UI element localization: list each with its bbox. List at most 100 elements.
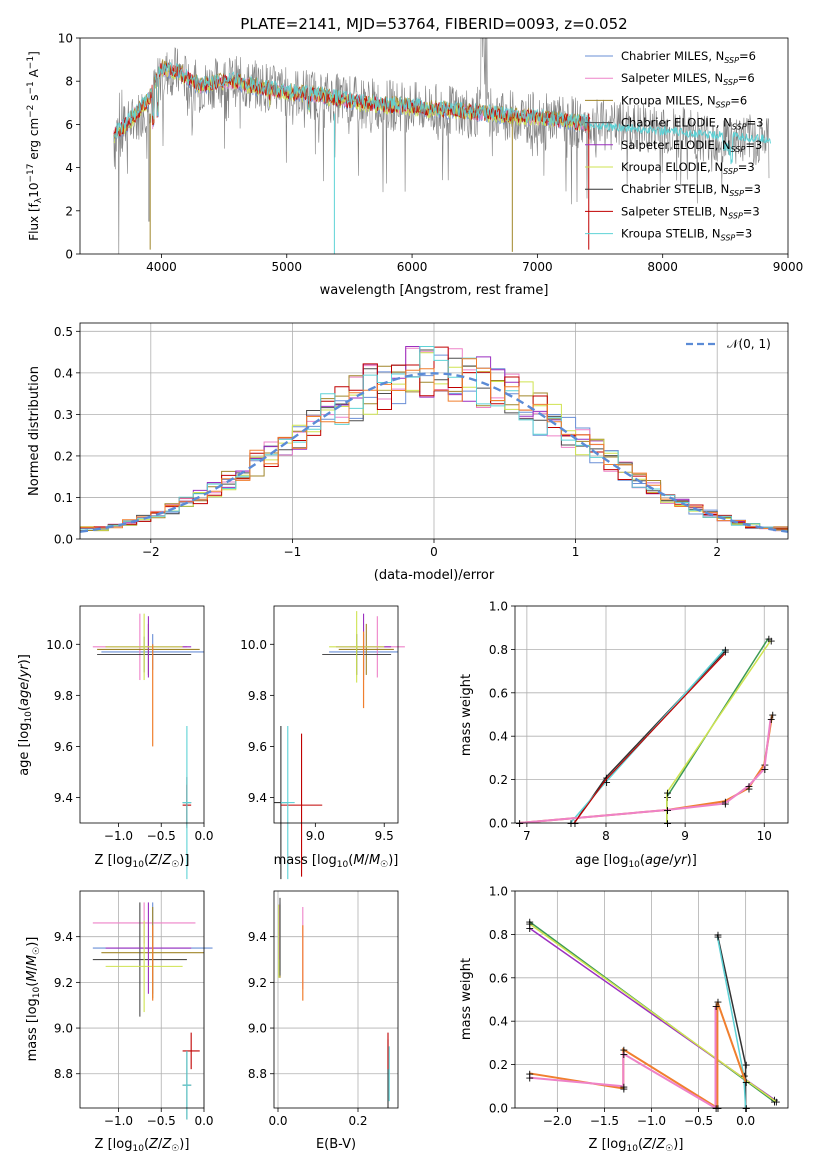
residuals-xtick-label: 2 — [713, 545, 721, 559]
age-weight-ytick-label: 0.2 — [489, 773, 508, 787]
residuals-ytick-label: 0.0 — [54, 533, 73, 547]
weight-marker: + — [663, 804, 672, 817]
weight-marker: + — [764, 633, 773, 646]
legend-label: Chabrier MILES, NSSP=6 — [621, 49, 756, 65]
z-age-ytick-label: 9.8 — [54, 689, 73, 703]
z-mass-ytick-label: 8.8 — [54, 1067, 73, 1081]
weight-marker: + — [602, 776, 611, 789]
panel-frame — [79, 890, 205, 1109]
legend-label: Kroupa MILES, NSSP=6 — [621, 93, 747, 109]
z-mass-ytick-label: 9.2 — [54, 976, 73, 990]
weight-marker: + — [744, 782, 753, 795]
ebv-mass-ytick-label: 9.4 — [248, 930, 267, 944]
weight-marker: + — [767, 713, 776, 726]
residuals-ytick-label: 0.5 — [54, 325, 73, 339]
residuals-ytick-label: 0.1 — [54, 491, 73, 505]
spectrum-ytick-label: 10 — [58, 32, 73, 46]
weight-marker: + — [712, 1102, 721, 1115]
mass-age-ytick-label: 9.8 — [248, 689, 267, 703]
weight-marker: + — [525, 918, 534, 931]
legend-label: Kroupa ELODIE, NSSP=3 — [621, 160, 755, 176]
weight-marker: + — [570, 817, 579, 830]
age-weight-ytick-label: 0.4 — [489, 730, 508, 744]
weight-line — [716, 934, 747, 1108]
weight-marker: + — [767, 635, 776, 648]
spectrum-lines — [113, 38, 771, 254]
weight-marker: + — [742, 1059, 751, 1072]
zmet-weight-xtick-label: −1.5 — [590, 1114, 619, 1128]
legend-label: Chabrier ELODIE, NSSP=3 — [621, 116, 763, 132]
residuals-ytick-label: 0.2 — [54, 449, 73, 463]
age-weight-xtick-label: 10 — [757, 829, 772, 843]
ebv-mass-xtick-label: 0.2 — [348, 1114, 367, 1128]
residuals-ytick-label: 0.3 — [54, 408, 73, 422]
figure-title: PLATE=2141, MJD=53764, FIBERID=0093, z=0… — [240, 15, 627, 33]
residuals-xtick-label: 0 — [430, 545, 438, 559]
weight-line — [529, 1006, 717, 1110]
weight-marker: + — [663, 817, 672, 830]
z-age-ytick-label: 9.6 — [54, 740, 73, 754]
mass-age-xlabel: mass [log10(M/M☉)] — [274, 853, 399, 870]
z-age-ylabel: age [log10(age/yr)] — [17, 654, 34, 776]
spectrum-legend: Chabrier MILES, NSSP=6 Salpeter MILES, NS… — [585, 49, 763, 243]
zmet-weight-xlabel: Z [log10(Z/Z☉)] — [589, 1137, 684, 1154]
weight-marker: + — [619, 1043, 628, 1056]
spectrum-ytick-label: 6 — [65, 118, 73, 132]
z-mass-ylabel: mass [log10(M/M☉)] — [25, 937, 42, 1062]
spectrum-xtick-label: 9000 — [773, 260, 804, 274]
weight-marker: + — [566, 817, 575, 830]
weight-marker: + — [525, 1072, 534, 1085]
weight-marker: + — [770, 1095, 779, 1108]
z-age-ytick-label: 9.4 — [54, 791, 73, 805]
z-age-xlabel: Z [log10(Z/Z☉)] — [95, 853, 190, 870]
zmet-weight-ytick-label: 0.6 — [489, 971, 508, 985]
legend-label: Salpeter STELIB, NSSP=3 — [621, 204, 760, 220]
mass-age-ytick-label: 9.6 — [248, 740, 267, 754]
zmet-weight-ytick-label: 0.2 — [489, 1058, 508, 1072]
gaussian-legend-label: 𝒩(0, 1) — [727, 337, 771, 351]
legend-label: Salpeter ELODIE, NSSP=3 — [621, 138, 762, 154]
kroupa-stelib-model-line — [113, 61, 591, 139]
weight-marker: + — [742, 1076, 751, 1089]
weight-marker: + — [619, 1082, 628, 1095]
spectrum-ytick-label: 2 — [65, 204, 73, 218]
age-weight-ytick-label: 0.6 — [489, 686, 508, 700]
weight-line — [569, 648, 726, 824]
weight-marker: + — [744, 780, 753, 793]
ebv-mass-xlabel: E(B-V) — [316, 1137, 356, 1152]
z-mass-ytick-label: 9.4 — [54, 930, 73, 944]
ebv-mass-panel: 0.0 0.2 8.8 9.0 9.2 9.4 — [248, 890, 399, 1128]
weight-marker: + — [721, 795, 730, 808]
mass-age-panel: 9.0 9.5 9.4 9.6 9.8 10.0 — [240, 605, 405, 880]
spectrum-ytick-label: 4 — [65, 161, 73, 175]
residuals-xtick-label: −2 — [142, 545, 160, 559]
zmet-weight-xtick-label: −1.0 — [637, 1114, 666, 1128]
z-mass-xtick-label: −1.0 — [104, 1114, 133, 1128]
residuals-xtick-label: −1 — [284, 545, 302, 559]
weight-marker: + — [619, 1048, 628, 1061]
age-weight-xtick-label: 9 — [681, 829, 689, 843]
z-mass-panel: −1.0 −0.5 0.0 8.8 9.0 9.2 9.4 — [54, 890, 214, 1128]
spectrum-panel: 4000 5000 6000 7000 8000 9000 0 2 4 6 8 10 waveleng… — [26, 32, 804, 299]
weight-marker: + — [768, 709, 777, 722]
weight-marker: + — [712, 1000, 721, 1013]
spectrum-ytick-label: 8 — [65, 75, 73, 89]
z-age-xtick-label: −0.5 — [147, 829, 176, 843]
age-weight-xtick-label: 8 — [602, 829, 610, 843]
weight-marker: + — [525, 922, 534, 935]
weight-marker: + — [742, 1102, 751, 1115]
z-mass-xlabel: Z [log10(Z/Z☉)] — [95, 1137, 190, 1154]
panel-frame — [79, 605, 205, 824]
weight-marker: + — [713, 1102, 722, 1115]
residuals-ytick-label: 0.4 — [54, 366, 73, 380]
age-weight-ylabel: mass weight — [459, 674, 474, 756]
legend-label: Salpeter MILES, NSSP=6 — [621, 71, 755, 87]
z-mass-ytick-label: 9.0 — [54, 1022, 73, 1036]
z-age-xtick-label: 0.0 — [194, 829, 213, 843]
weight-marker: + — [713, 996, 722, 1009]
ebv-mass-ytick-label: 9.0 — [248, 1022, 267, 1036]
spectrum-xlabel: wavelength [Angstrom, rest frame] — [320, 283, 549, 298]
z-age-ytick-label: 10.0 — [46, 638, 73, 652]
gaussian-curve — [80, 372, 788, 533]
